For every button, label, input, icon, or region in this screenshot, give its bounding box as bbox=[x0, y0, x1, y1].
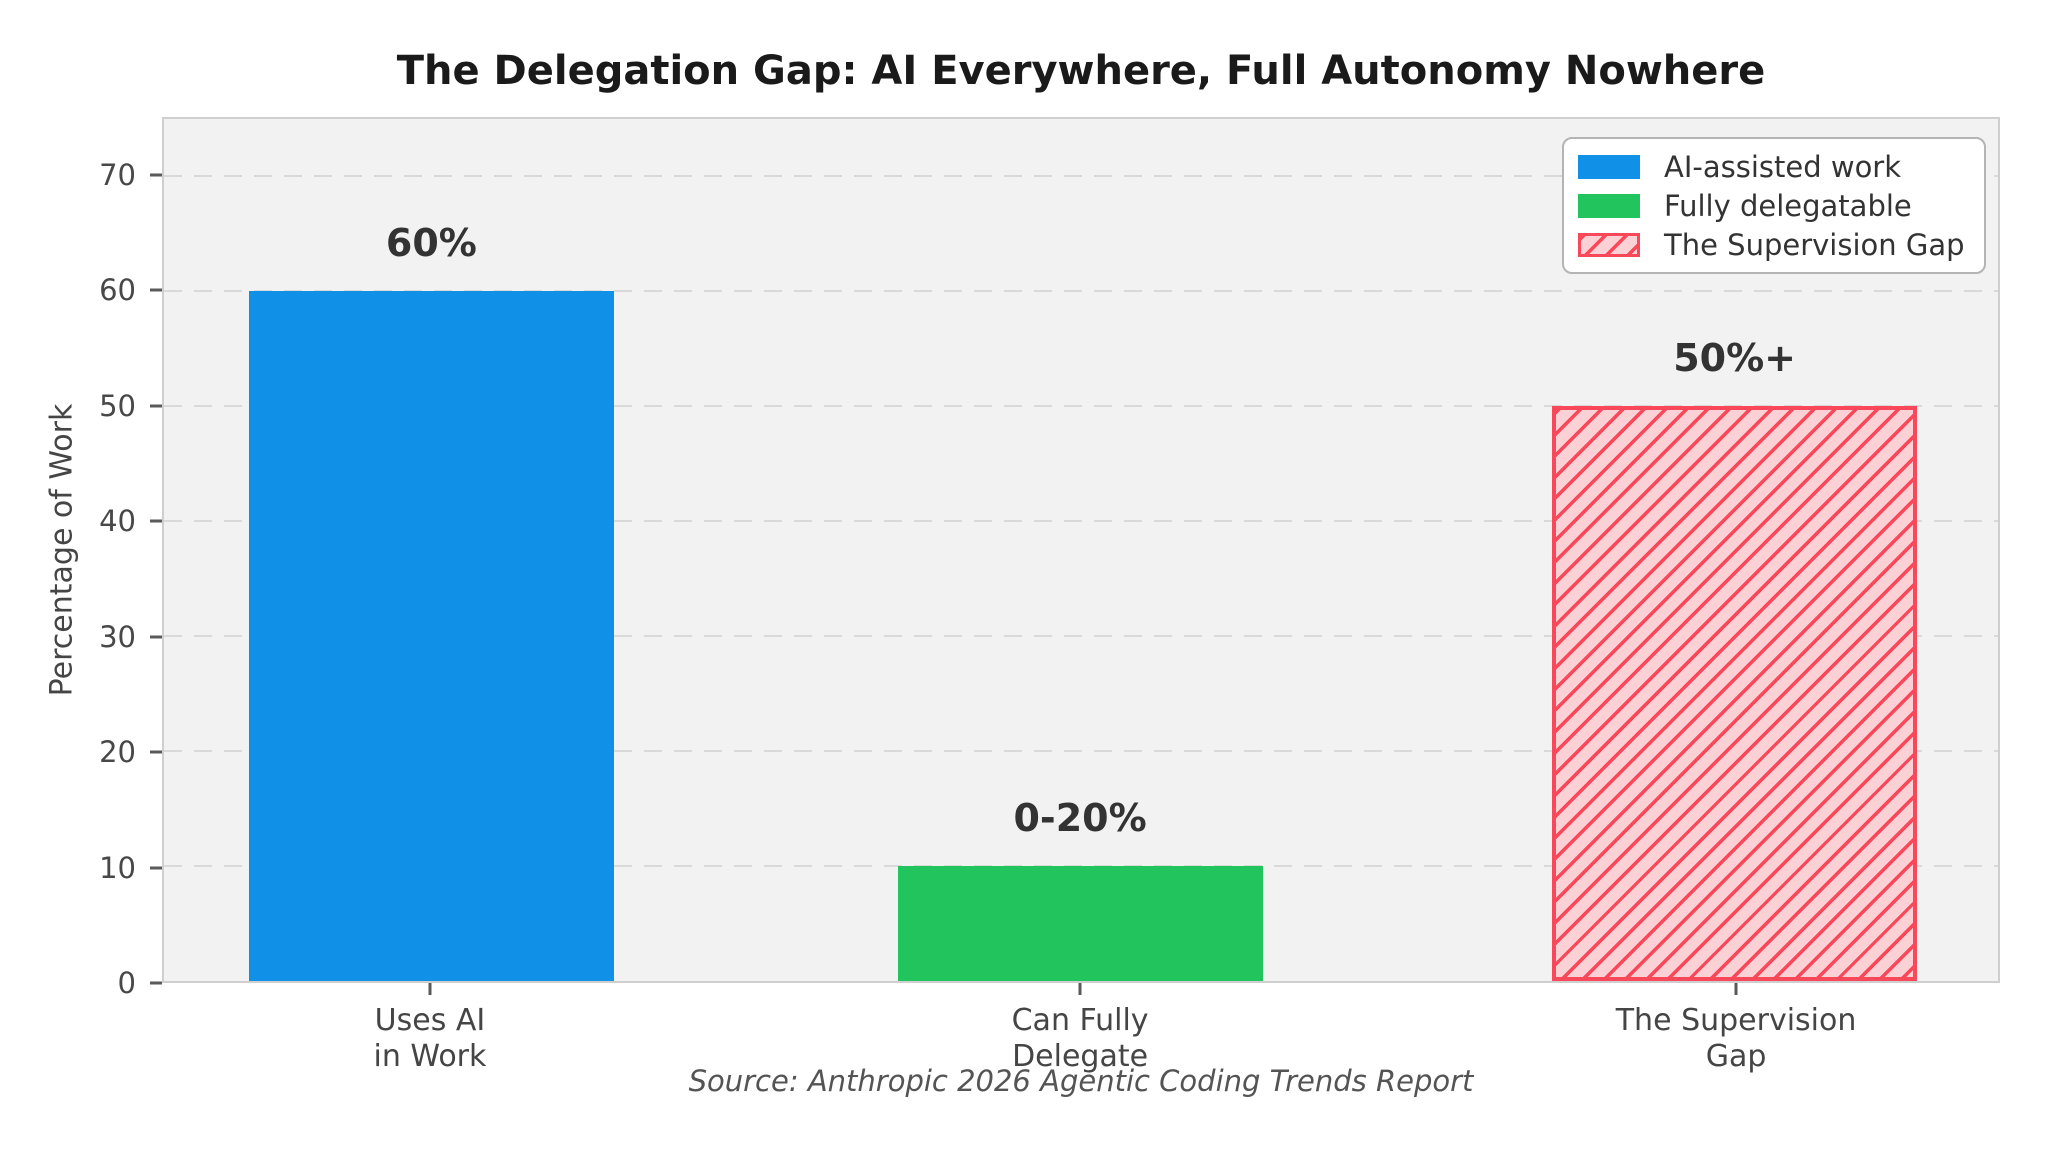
bar-can-fully-delegate bbox=[897, 866, 1263, 981]
legend-item-the-supervision-gap: The Supervision Gap bbox=[1578, 228, 1970, 262]
y-tick-label-0: 0 bbox=[117, 966, 136, 1000]
y-tick-mark-50 bbox=[150, 404, 162, 408]
x-tick-mark-uses-ai-in-work bbox=[428, 983, 432, 995]
y-tick-mark-70 bbox=[150, 173, 162, 177]
y-axis: 0 10 20 30 40 50 60 70 bbox=[0, 117, 162, 1000]
y-tick-mark-0 bbox=[150, 981, 162, 985]
y-tick-mark-40 bbox=[150, 519, 162, 523]
value-label-the-supervision-gap: 50%+ bbox=[1673, 336, 1797, 381]
y-tick-label-50: 50 bbox=[99, 388, 136, 423]
solid-swatch-icon bbox=[1578, 193, 1640, 218]
y-tick-mark-20 bbox=[150, 750, 162, 754]
y-axis-label: Percentage of Work bbox=[44, 403, 80, 697]
gridline-20 bbox=[164, 750, 1998, 753]
y-tick-label-20: 20 bbox=[99, 735, 136, 770]
bar-the-supervision-gap bbox=[1552, 406, 1918, 981]
gridline-50 bbox=[164, 405, 1998, 408]
gridline-70 bbox=[164, 175, 1998, 178]
x-tick-mark-the-supervision-gap bbox=[1734, 983, 1738, 995]
legend-item-fully-delegatable: Fully delegatable bbox=[1578, 189, 1970, 223]
source-caption: Source: Anthropic 2026 Agentic Coding Tr… bbox=[688, 1064, 1474, 1098]
gridline-40 bbox=[164, 520, 1998, 523]
legend-label-the-supervision-gap: The Supervision Gap bbox=[1664, 227, 1965, 262]
gridline-30 bbox=[164, 635, 1998, 638]
y-tick-label-30: 30 bbox=[99, 619, 136, 654]
legend-item-ai-assisted-work: AI-assisted work bbox=[1578, 150, 1970, 184]
x-tick-label-the-supervision-gap: The Supervision Gap bbox=[1615, 1003, 1857, 1074]
x-tick-mark-can-fully-delegate bbox=[1078, 983, 1082, 995]
solid-swatch-icon bbox=[1578, 154, 1640, 179]
chart-title: The Delegation Gap: AI Everywhere, Full … bbox=[396, 48, 1766, 94]
y-tick-label-10: 10 bbox=[99, 850, 136, 885]
bar-uses-ai-in-work bbox=[248, 291, 614, 981]
y-tick-mark-60 bbox=[150, 288, 162, 292]
x-axis: Uses AI in Work Can Fully Delegate The Sup… bbox=[162, 983, 2000, 1113]
y-tick-label-40: 40 bbox=[99, 504, 136, 539]
value-label-can-fully-delegate: 0-20% bbox=[1013, 796, 1147, 841]
legend: AI-assisted work Fully delegatable The Sup… bbox=[1562, 137, 1986, 274]
y-tick-label-70: 70 bbox=[99, 157, 136, 192]
x-tick-label-uses-ai-in-work: Uses AI in Work bbox=[373, 1003, 487, 1074]
gridline-60 bbox=[164, 290, 1998, 293]
y-tick-mark-10 bbox=[150, 866, 162, 870]
hatched-swatch-icon bbox=[1578, 232, 1640, 257]
y-tick-mark-30 bbox=[150, 635, 162, 639]
y-tick-label-60: 60 bbox=[99, 273, 136, 308]
legend-label-ai-assisted-work: AI-assisted work bbox=[1664, 149, 1902, 184]
value-label-uses-ai-in-work: 60% bbox=[385, 221, 477, 266]
legend-label-fully-delegatable: Fully delegatable bbox=[1664, 188, 1912, 223]
x-tick-label-can-fully-delegate: Can Fully Delegate bbox=[1011, 1003, 1149, 1074]
